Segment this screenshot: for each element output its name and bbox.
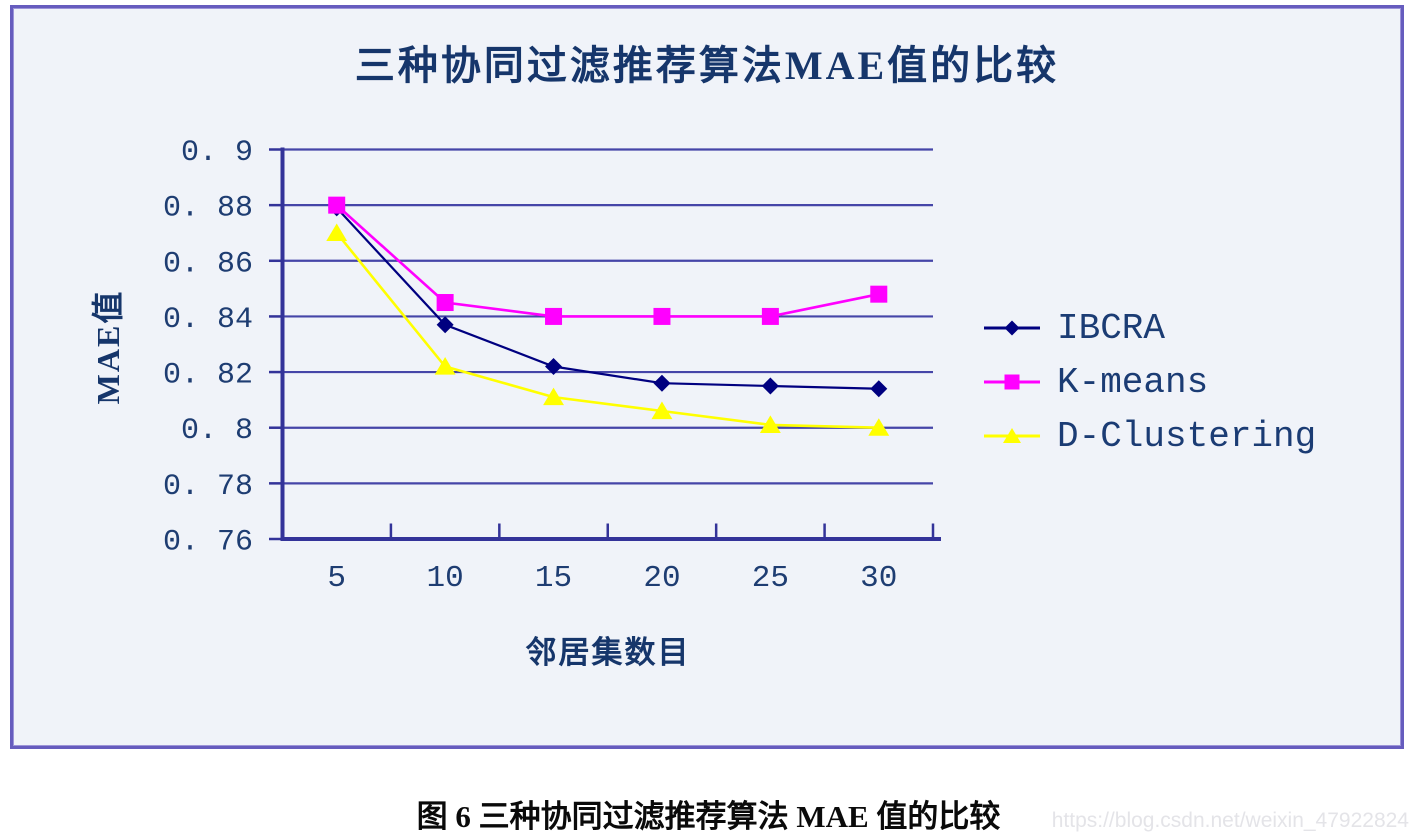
y-axis-title: MAE值 bbox=[90, 289, 126, 405]
legend-item-ibcra: IBCRA bbox=[983, 301, 1316, 355]
chart-legend: IBCRA K-means D-Clustering bbox=[983, 301, 1316, 463]
legend-triangle-marker-icon bbox=[984, 428, 1040, 443]
legend-label: IBCRA bbox=[1057, 307, 1166, 349]
legend-item-d-clustering: D-Clustering bbox=[983, 409, 1316, 463]
legend-label: K-means bbox=[1057, 361, 1209, 403]
chart-title: 三种协同过滤推荐算法MAE值的比较 bbox=[354, 43, 1060, 88]
watermark-url: https://blog.csdn.net/weixin_47922824 bbox=[1051, 809, 1409, 832]
legend-square-marker-icon bbox=[984, 374, 1040, 390]
figure-caption: 图 6 三种协同过滤推荐算法 MAE 值的比较 bbox=[416, 799, 1001, 834]
x-axis-title: 邻居集数目 bbox=[525, 635, 691, 670]
legend-diamond-marker-icon bbox=[984, 320, 1040, 336]
legend-item-k-means: K-means bbox=[983, 355, 1316, 409]
legend-label: D-Clustering bbox=[1057, 415, 1317, 457]
